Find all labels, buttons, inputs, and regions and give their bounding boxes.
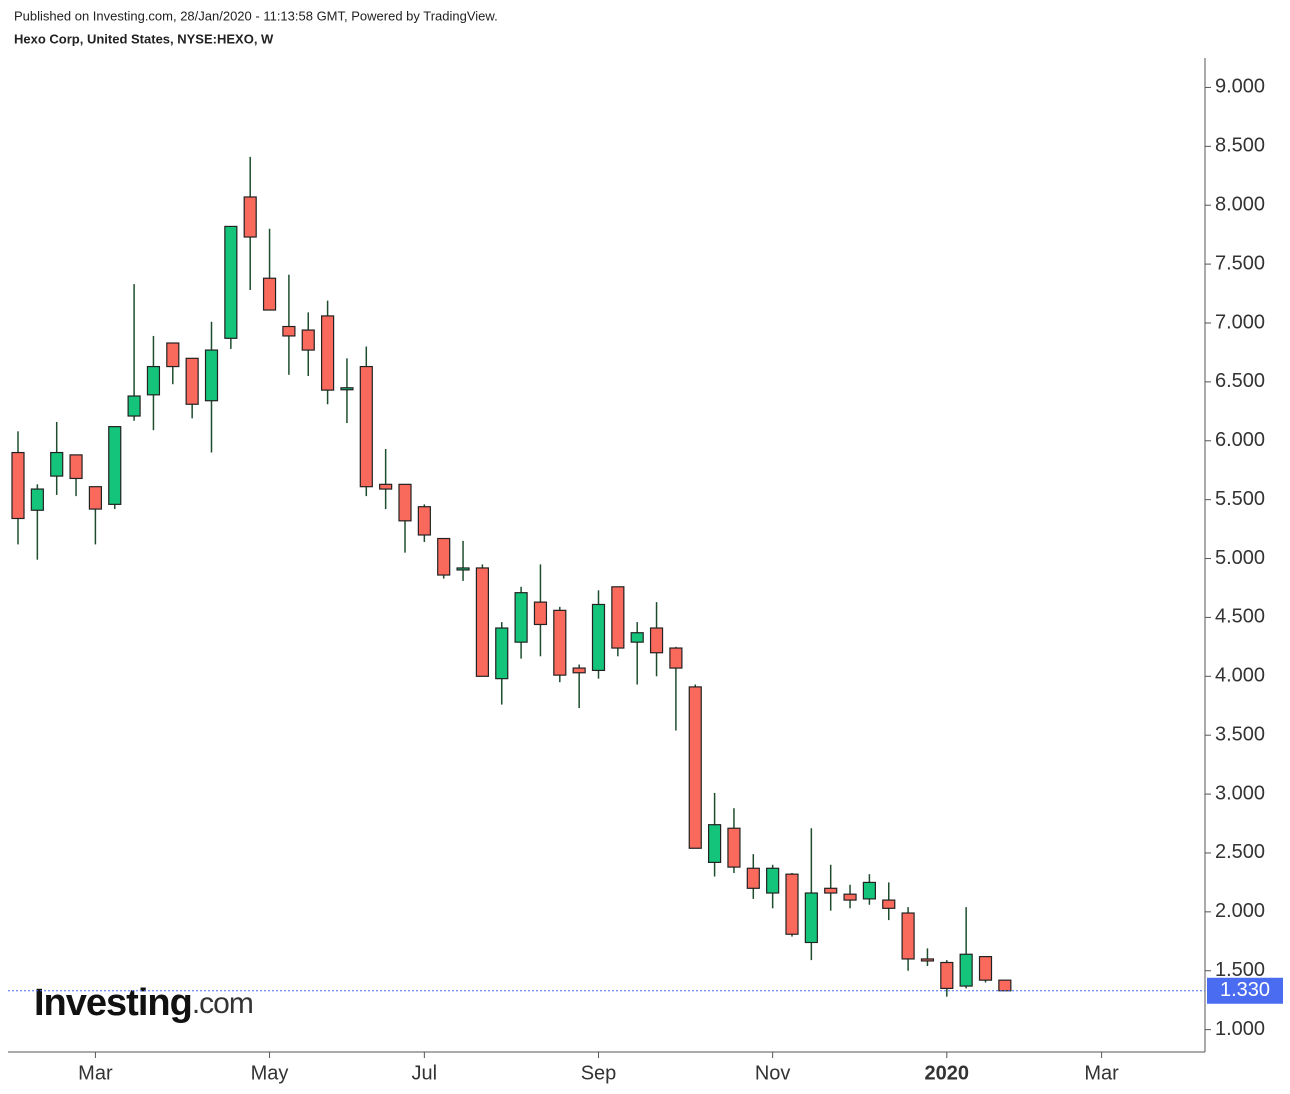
- candle-body: [824, 887, 838, 894]
- candle-body: [379, 483, 393, 490]
- y-tick-label: 2.000: [1215, 900, 1265, 922]
- y-tick-label: 7.000: [1215, 311, 1265, 333]
- candle-body: [630, 632, 644, 643]
- candle-body: [572, 667, 586, 674]
- y-tick-label: 1.000: [1215, 1018, 1265, 1040]
- candle-body: [282, 325, 296, 337]
- candle-body: [940, 961, 954, 990]
- y-tick-label: 3.500: [1215, 723, 1265, 745]
- candle-body: [998, 979, 1012, 992]
- y-tick-label: 5.500: [1215, 488, 1265, 510]
- candle-body: [30, 488, 44, 511]
- candle-body: [978, 956, 993, 981]
- candle-body: [804, 892, 818, 944]
- candle-body: [553, 609, 567, 676]
- x-tick-label: Mar: [78, 1062, 113, 1084]
- candle-body: [262, 277, 277, 311]
- candle-body: [185, 357, 199, 405]
- candle-body: [843, 893, 857, 901]
- candle-body: [321, 315, 335, 391]
- y-tick-label: 6.500: [1215, 370, 1265, 392]
- candle-body: [146, 365, 161, 396]
- candle-body: [88, 486, 103, 510]
- candle-body: [611, 586, 625, 649]
- candle-body: [398, 483, 412, 522]
- candle-body: [456, 567, 470, 571]
- candle-body: [437, 537, 451, 576]
- last-price-label: 1.330: [1220, 979, 1270, 1001]
- candle-body: [166, 342, 180, 368]
- y-tick-label: 7.500: [1215, 252, 1265, 274]
- last-price-box: [1207, 977, 1283, 1004]
- y-tick-label: 5.000: [1215, 547, 1265, 569]
- logo-main: Investing: [34, 982, 192, 1024]
- logo: Investing.com: [34, 982, 253, 1024]
- candle-body: [882, 899, 896, 909]
- candle-body: [69, 454, 83, 480]
- candle-body: [475, 567, 489, 677]
- y-tick-label: 2.500: [1215, 841, 1265, 863]
- candle-body: [340, 387, 354, 391]
- y-tick-label: 8.000: [1215, 193, 1265, 215]
- candle-body: [11, 451, 25, 520]
- x-tick-label: Nov: [755, 1062, 791, 1084]
- logo-suffix: .com: [192, 987, 253, 1020]
- candle-body: [50, 451, 64, 477]
- candle-body: [514, 592, 528, 643]
- x-tick-label: Mar: [1084, 1062, 1119, 1084]
- symbol-title: Hexo Corp, United States, NYSE:HEXO, W: [14, 31, 274, 46]
- y-tick-label: 4.000: [1215, 665, 1265, 687]
- candle-body: [224, 225, 238, 339]
- candle-body: [495, 627, 509, 680]
- candle-body: [727, 827, 741, 868]
- candle-body: [959, 953, 973, 987]
- candle-body: [649, 627, 664, 654]
- candle-body: [127, 395, 141, 417]
- x-tick-label: Sep: [581, 1062, 617, 1084]
- x-tick-label: 2020: [925, 1062, 970, 1084]
- y-tick-label: 8.500: [1215, 135, 1265, 157]
- y-tick-label: 9.000: [1215, 76, 1265, 98]
- candle-body: [669, 647, 683, 669]
- x-tick-label: May: [251, 1062, 289, 1084]
- y-tick-label: 6.000: [1215, 429, 1265, 451]
- candle-body: [591, 603, 606, 672]
- published-note: Published on Investing.com, 28/Jan/2020 …: [14, 8, 498, 23]
- candle-body: [766, 867, 780, 894]
- candle-body: [785, 873, 799, 935]
- candle-body: [901, 912, 915, 960]
- candle-body: [204, 349, 219, 402]
- candle-body: [707, 824, 722, 863]
- candle-body: [359, 365, 373, 488]
- candle-body: [108, 426, 122, 505]
- candle-body: [920, 958, 935, 962]
- candle-body: [301, 329, 315, 351]
- x-tick-label: Jul: [412, 1062, 438, 1084]
- candle-body: [417, 506, 431, 536]
- y-tick-label: 1.500: [1215, 959, 1265, 981]
- candle-body: [243, 196, 257, 238]
- y-tick-label: 4.500: [1215, 606, 1265, 628]
- candle-body: [746, 867, 760, 889]
- candle-body: [688, 686, 702, 849]
- y-tick-label: 3.000: [1215, 782, 1265, 804]
- candle-body: [862, 881, 877, 900]
- candle-body: [533, 601, 548, 626]
